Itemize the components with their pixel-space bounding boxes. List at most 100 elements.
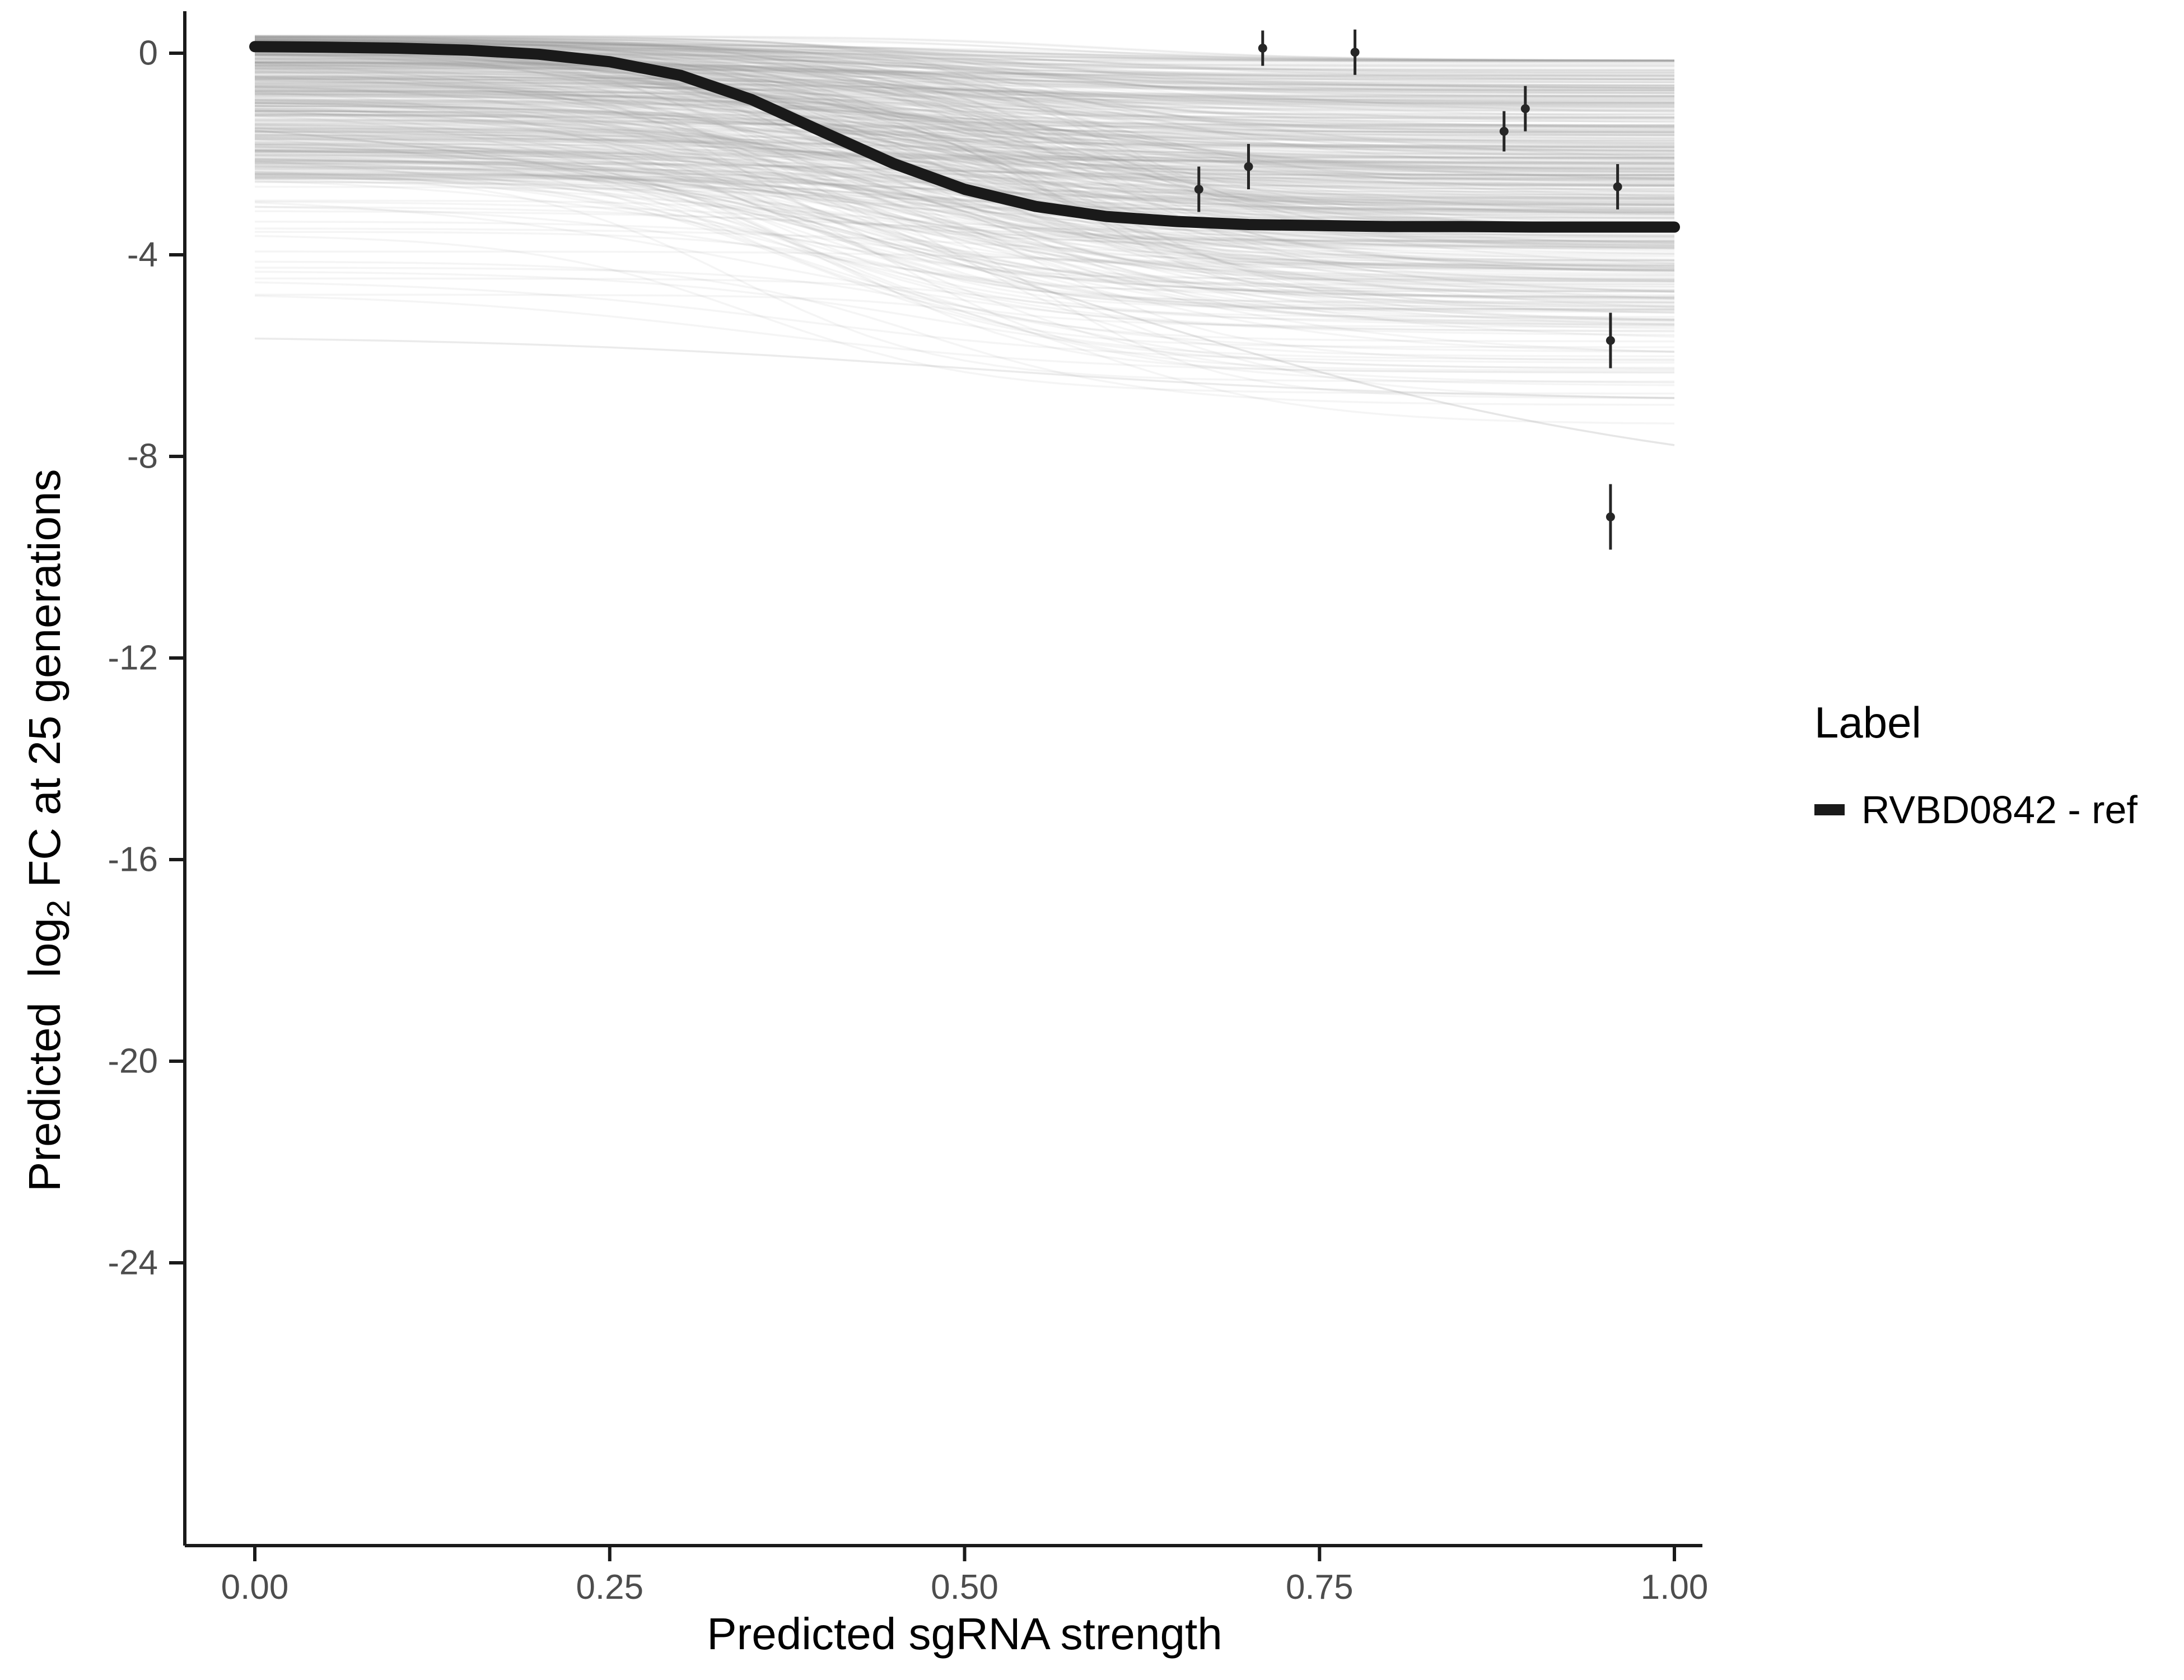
posterior-draw-line <box>255 120 1674 198</box>
y-tick-label: -24 <box>108 1244 158 1282</box>
posterior-draw-line <box>254 109 1675 199</box>
posterior-draw-line <box>255 143 1674 159</box>
posterior-draw-line <box>254 40 1674 67</box>
posterior-draw-line <box>254 160 1675 298</box>
posterior-draw-line <box>254 171 1674 206</box>
posterior-draw-line <box>255 36 1675 81</box>
posterior-draw-line <box>254 164 1675 321</box>
posterior-draw-line <box>255 38 1675 111</box>
posterior-draw-line <box>254 87 1675 172</box>
posterior-draw-line <box>254 101 1675 276</box>
posterior-draw-line <box>254 110 1675 214</box>
posterior-draw-line <box>254 151 1675 163</box>
posterior-draw-line <box>254 99 1674 310</box>
posterior-draw-line <box>254 54 1674 134</box>
posterior-draw-line <box>254 114 1674 133</box>
posterior-draw-line <box>255 82 1674 115</box>
posterior-draw-line <box>254 151 1674 180</box>
posterior-draw-line <box>254 166 1674 293</box>
y-axis-title-post: FC at 25 generations <box>20 469 69 900</box>
posterior-draw-line <box>254 54 1675 245</box>
posterior-draw-line <box>254 176 1675 242</box>
posterior-draw-line <box>255 44 1675 91</box>
posterior-draw-line <box>255 277 1674 322</box>
posterior-draw-line <box>254 62 1675 118</box>
posterior-draw-line <box>254 60 1674 164</box>
posterior-draw-line <box>254 150 1675 206</box>
posterior-draw-line <box>254 137 1674 343</box>
posterior-draw-line <box>255 155 1675 176</box>
posterior-draw-line <box>254 89 1675 180</box>
posterior-draw-line <box>254 92 1675 270</box>
posterior-draw-line <box>254 115 1675 332</box>
posterior-draw-line <box>254 71 1674 139</box>
posterior-draw-line <box>254 56 1675 106</box>
posterior-draw-line <box>254 80 1674 193</box>
posterior-draw-line <box>255 151 1674 190</box>
posterior-draw-line <box>254 53 1674 198</box>
posterior-draw-line <box>254 67 1675 272</box>
posterior-draw-line <box>254 144 1674 242</box>
posterior-draw-line <box>255 35 1675 62</box>
posterior-draw-line <box>254 93 1675 293</box>
y-axis-title: Predicted log2 FC at 25 generations <box>19 469 77 1192</box>
posterior-draw-line <box>254 38 1675 95</box>
posterior-draw-line <box>254 76 1675 285</box>
posterior-draw-line <box>254 131 1675 269</box>
posterior-draw-line <box>255 174 1675 325</box>
posterior-draw-line <box>254 40 1675 64</box>
posterior-draw-line <box>254 65 1675 214</box>
posterior-draw-line <box>254 128 1674 141</box>
y-tick-label: 0 <box>139 34 158 73</box>
posterior-draw-line <box>255 82 1674 100</box>
posterior-draw-line <box>254 69 1675 153</box>
posterior-draw-line <box>255 37 1675 108</box>
posterior-draw-line <box>254 38 1675 62</box>
posterior-draw-line <box>255 154 1675 362</box>
posterior-draw-line <box>255 110 1675 283</box>
posterior-draw-line <box>255 173 1675 399</box>
ref-curve <box>249 41 1680 233</box>
posterior-draw-line <box>254 337 1675 399</box>
posterior-draw-line <box>254 92 1674 137</box>
posterior-draw-line <box>254 64 1675 87</box>
posterior-draw-line <box>254 36 1675 193</box>
posterior-draw-line <box>255 77 1674 92</box>
posterior-draw-line <box>254 115 1674 199</box>
posterior-draw-line <box>254 113 1675 244</box>
posterior-draw-line <box>255 43 1674 62</box>
posterior-draw-line <box>254 89 1675 144</box>
posterior-draw-line <box>254 181 1675 253</box>
posterior-draw-line <box>254 160 1674 176</box>
posterior-draw-line <box>254 165 1675 386</box>
legend-label: RVBD0842 - ref <box>1861 788 2138 832</box>
posterior-draw-line <box>254 129 1675 215</box>
posterior-draw-line <box>255 68 1674 83</box>
observed-point <box>1499 127 1509 136</box>
posterior-draw-line <box>254 125 1675 228</box>
posterior-draw-line <box>254 104 1675 249</box>
posterior-draw-line <box>255 36 1674 68</box>
posterior-draw-line <box>254 55 1675 165</box>
posterior-draw-line <box>254 77 1675 181</box>
posterior-draw-line <box>254 67 1675 134</box>
posterior-draw-line <box>254 66 1674 77</box>
posterior-draw-line <box>254 91 1675 313</box>
posterior-draw-line <box>254 57 1675 89</box>
posterior-draw-line <box>255 67 1675 94</box>
posterior-draw-line <box>254 115 1674 265</box>
posterior-draw-line <box>254 174 1674 188</box>
posterior-draw-line <box>254 71 1675 128</box>
posterior-draw-line <box>254 100 1674 207</box>
posterior-draw-line <box>255 105 1674 186</box>
posterior-draw-line <box>254 127 1675 216</box>
posterior-draw-line <box>254 148 1675 321</box>
posterior-draw-line <box>255 67 1674 120</box>
posterior-draw-line <box>254 101 1675 320</box>
posterior-draw-line <box>254 124 1674 200</box>
x-tick-label: 0.00 <box>221 1568 289 1607</box>
posterior-draw-line <box>254 42 1674 89</box>
posterior-draw-line <box>254 80 1675 198</box>
posterior-draw-line <box>254 180 1675 399</box>
observed-point <box>1613 182 1622 192</box>
